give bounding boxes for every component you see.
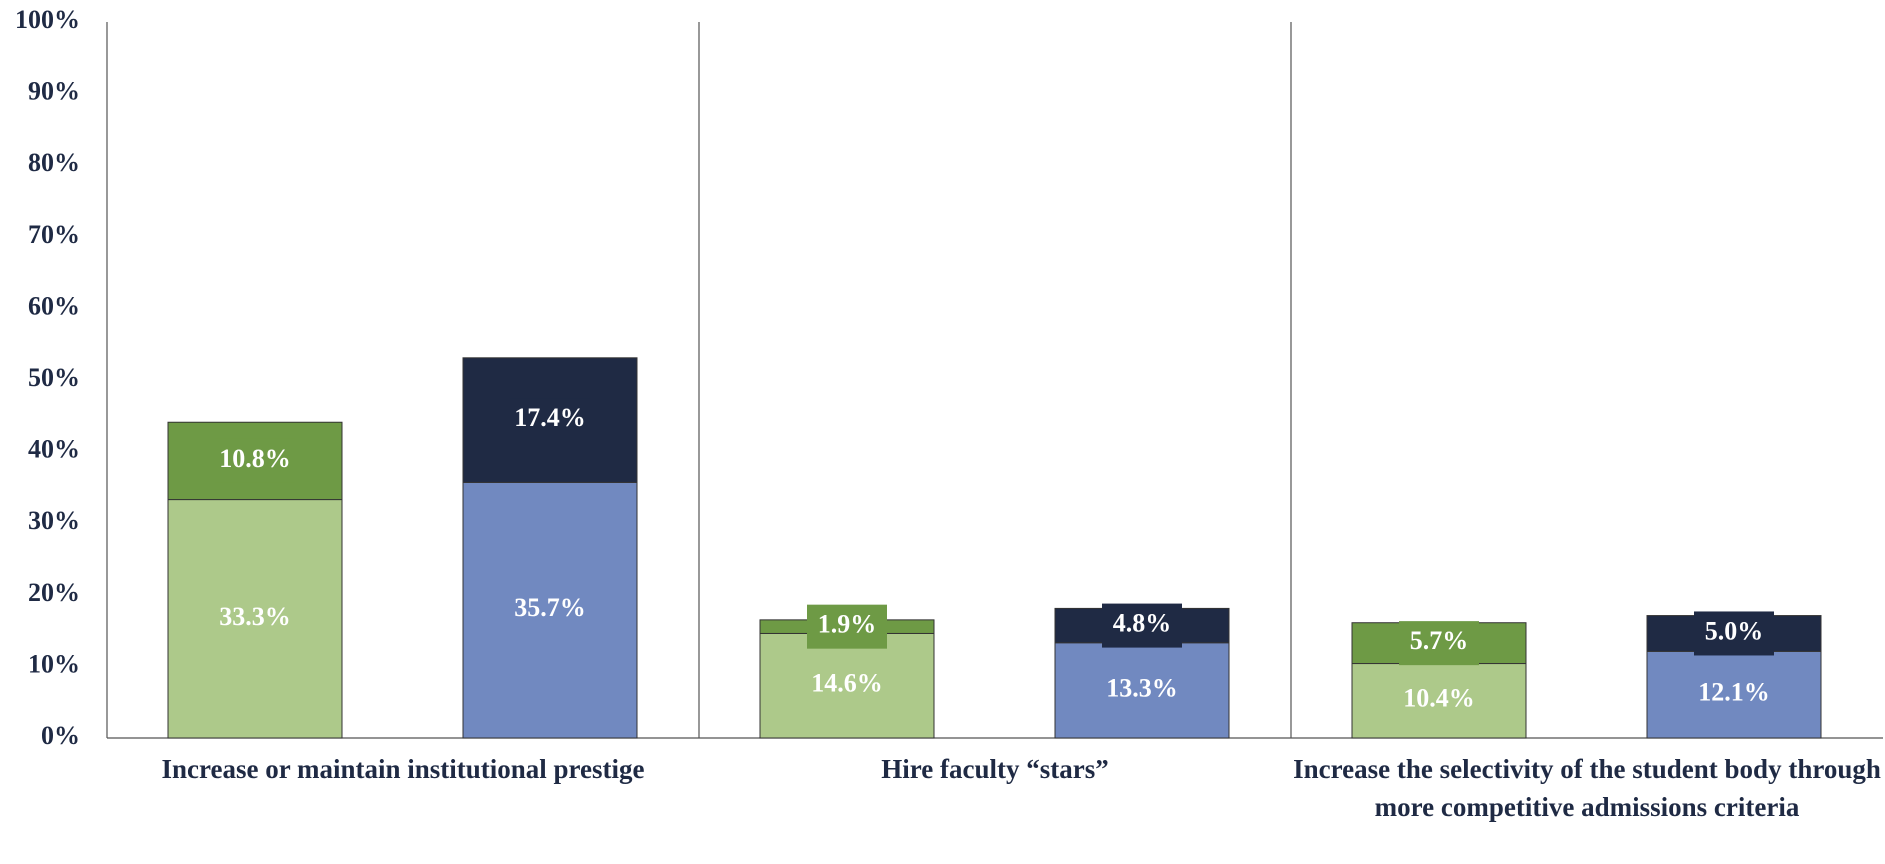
- value-label: 10.4%: [1403, 684, 1475, 713]
- label-box: [1102, 603, 1182, 648]
- y-tick-label: 60%: [28, 291, 80, 320]
- x-tick-label: Increase the selectivity of the student …: [1293, 754, 1881, 822]
- y-tick-label: 100%: [15, 5, 80, 34]
- x-tick-label: Hire faculty “stars”: [881, 754, 1109, 784]
- value-label: 13.3%: [1106, 673, 1178, 702]
- bar-segment: [462, 481, 638, 739]
- label-box: [807, 604, 887, 649]
- value-label: 12.1%: [1698, 678, 1770, 707]
- bar-segment: [759, 632, 935, 739]
- y-tick-label: 20%: [28, 578, 80, 607]
- y-tick-label: 80%: [28, 148, 80, 177]
- value-label: 5.0%: [1705, 616, 1764, 645]
- bar-segment: [1646, 650, 1822, 739]
- value-label: 4.8%: [1113, 609, 1172, 638]
- bar-segment: [167, 499, 343, 739]
- y-tick-label: 0%: [41, 721, 80, 750]
- label-box: [510, 398, 590, 443]
- label-box: [1694, 611, 1774, 656]
- y-tick-label: 10%: [28, 649, 80, 678]
- y-tick-label: 90%: [28, 77, 80, 106]
- value-label: 17.4%: [514, 403, 586, 432]
- value-label: 33.3%: [219, 602, 291, 631]
- value-label: 1.9%: [818, 610, 877, 639]
- y-tick-label: 70%: [28, 220, 80, 249]
- label-box: [215, 438, 295, 483]
- value-label: 35.7%: [514, 593, 586, 622]
- value-label: 14.6%: [811, 669, 883, 698]
- bar-segment: [1054, 642, 1230, 739]
- y-tick-label: 40%: [28, 435, 80, 464]
- label-box: [1399, 621, 1479, 666]
- y-tick-label: 30%: [28, 506, 80, 535]
- value-label: 5.7%: [1410, 626, 1469, 655]
- y-tick-label: 50%: [28, 363, 80, 392]
- bar-segment: [1351, 663, 1527, 739]
- value-label: 10.8%: [219, 444, 291, 473]
- x-tick-label: Increase or maintain institutional prest…: [161, 754, 645, 784]
